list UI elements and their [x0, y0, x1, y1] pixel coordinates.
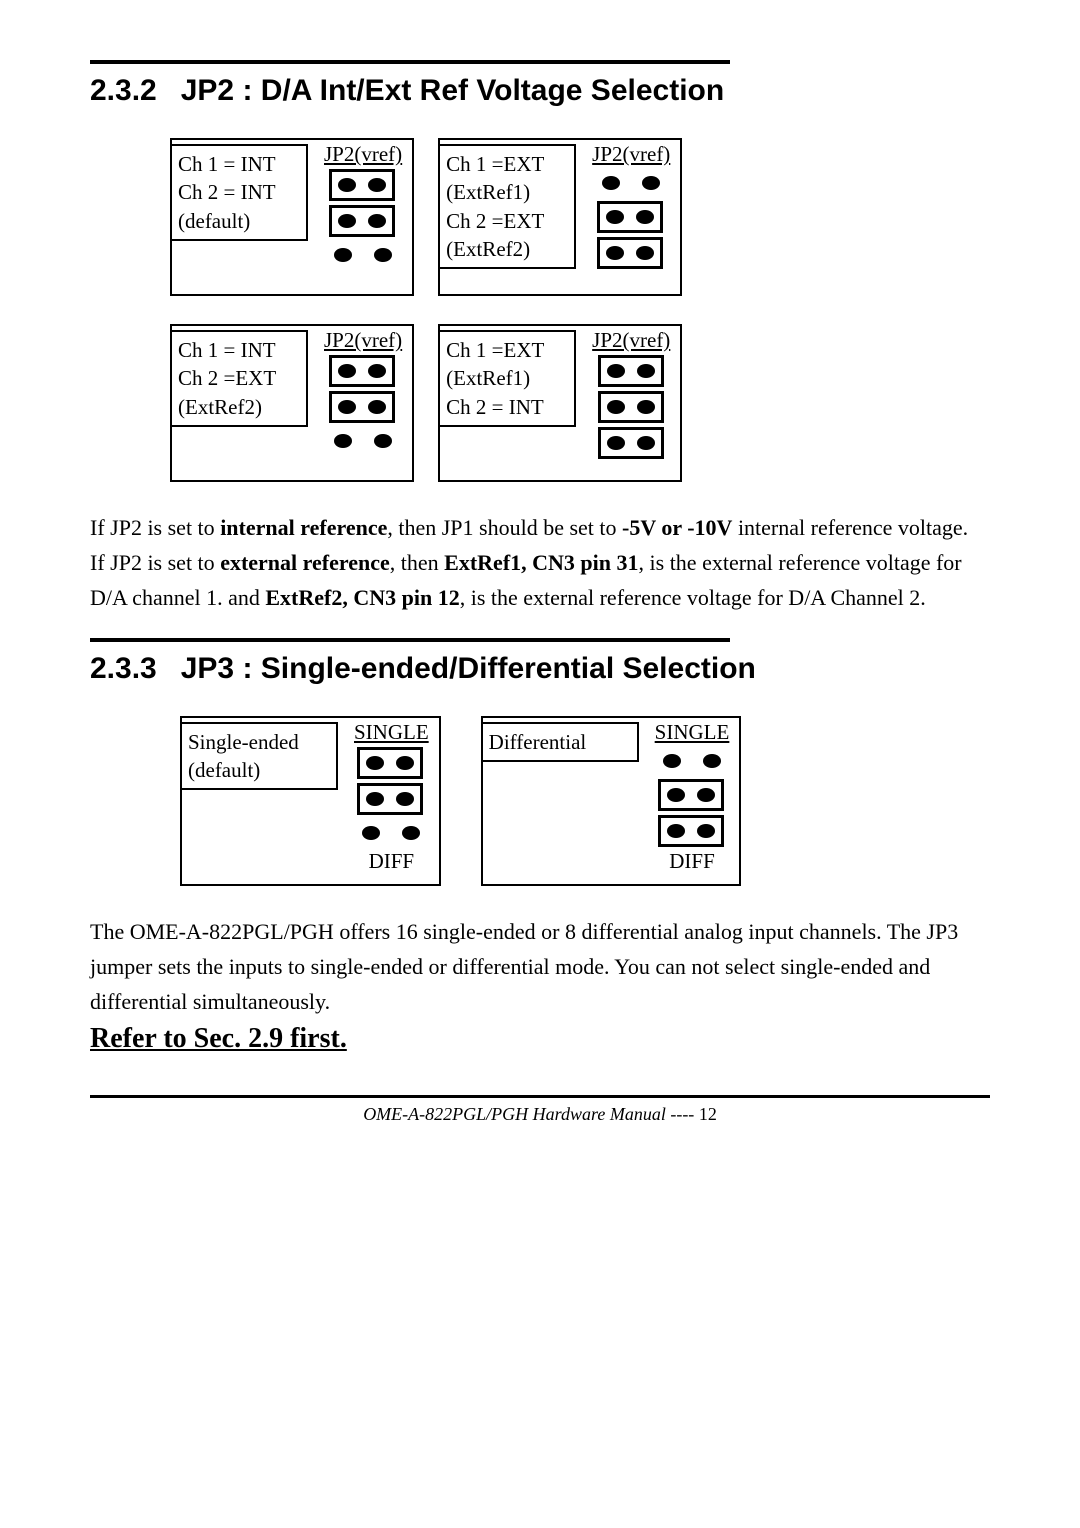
jumper-grid [597, 169, 665, 269]
label-line: Ch 2 =EXT [446, 207, 568, 235]
jumper-label-top: SINGLE [354, 720, 429, 745]
jumper-grid [329, 355, 397, 455]
label-line: (default) [188, 756, 330, 784]
jumper-label-top: SINGLE [655, 720, 730, 745]
jp2-row-2: Ch 1 = INT Ch 2 =EXT (ExtRef2) JP2(vref)… [170, 324, 990, 482]
jp3-description: The OME-A-822PGL/PGH offers 16 single-en… [90, 914, 990, 1020]
text-bold: ExtRef2, CN3 pin 12 [265, 585, 459, 610]
label-line: (ExtRef2) [446, 235, 568, 263]
jumper-diagram: SINGLE DIFF [354, 724, 429, 874]
panel-label: Differential [481, 722, 639, 762]
panel-label: Ch 1 = INT Ch 2 =EXT (ExtRef2) [170, 330, 308, 427]
jp2-row-1: Ch 1 = INT Ch 2 = INT (default) JP2(vref… [170, 138, 990, 296]
heading-number: 2.3.2 [90, 74, 157, 107]
label-line: (default) [178, 207, 300, 235]
heading-title: JP2 : D/A Int/Ext Ref Voltage Selection [181, 74, 724, 107]
label-line: Differential [489, 728, 631, 756]
label-line: Ch 1 = INT [178, 336, 300, 364]
jp2-panel-ext-int: Ch 1 =EXT (ExtRef1) Ch 2 = INT JP2(vref) [438, 324, 682, 482]
jp3-panel-diff: Differential SINGLE DIFF [481, 716, 742, 886]
panel-label: Ch 1 =EXT (ExtRef1) Ch 2 =EXT (ExtRef2) [438, 144, 576, 269]
heading-232: 2.3.2 JP2 : D/A Int/Ext Ref Voltage Selec… [90, 74, 990, 108]
jp3-row: Single-ended (default) SINGLE DIFF Diffe… [180, 716, 990, 886]
section-rule [90, 60, 730, 64]
text-bold: ExtRef1, CN3 pin 31 [444, 550, 638, 575]
jumper-label-bottom: DIFF [369, 849, 415, 874]
jp2-description: If JP2 is set to internal reference, the… [90, 510, 990, 616]
label-line: (ExtRef1) [446, 178, 568, 206]
text: internal reference voltage. [732, 515, 968, 540]
jumper-diagram: JP2(vref) [592, 146, 670, 269]
heading-233: 2.3.3 JP3 : Single-ended/Differential Sel… [90, 652, 990, 686]
text: , then JP1 should be set to [387, 515, 622, 540]
footer-doc-title: OME-A-822PGL/PGH Hardware Manual [363, 1104, 666, 1124]
text: If JP2 is set to [90, 515, 220, 540]
panel-label: Single-ended (default) [180, 722, 338, 791]
jumper-label: JP2(vref) [592, 328, 670, 353]
text-bold: -5V or -10V [622, 515, 732, 540]
manual-page: 2.3.2 JP2 : D/A Int/Ext Ref Voltage Selec… [0, 0, 1080, 1528]
label-line: Ch 1 =EXT [446, 150, 568, 178]
jp2-panel-int-ext: Ch 1 = INT Ch 2 =EXT (ExtRef2) JP2(vref) [170, 324, 414, 482]
text: If JP2 is set to [90, 550, 220, 575]
section-rule [90, 638, 730, 642]
heading-number: 2.3.3 [90, 652, 157, 685]
jumper-label: JP2(vref) [324, 328, 402, 353]
jumper-diagram: SINGLE DIFF [655, 724, 730, 874]
label-line: (ExtRef2) [178, 393, 300, 421]
panel-label: Ch 1 =EXT (ExtRef1) Ch 2 = INT [438, 330, 576, 427]
text: , then [390, 550, 444, 575]
label-line: (ExtRef1) [446, 364, 568, 392]
label-line: Ch 1 = INT [178, 150, 300, 178]
jumper-diagram: JP2(vref) [592, 332, 670, 459]
jp2-panel-ext-ext: Ch 1 =EXT (ExtRef1) Ch 2 =EXT (ExtRef2) … [438, 138, 682, 296]
label-line: Single-ended [188, 728, 330, 756]
jp2-panel-int-int: Ch 1 = INT Ch 2 = INT (default) JP2(vref… [170, 138, 414, 296]
refer-link: Refer to Sec. 2.9 first. [90, 1023, 990, 1055]
footer-sep: ---- [666, 1104, 699, 1124]
jumper-grid [329, 169, 397, 269]
label-line: Ch 1 =EXT [446, 336, 568, 364]
text-bold: external reference [220, 550, 390, 575]
jumper-diagram: JP2(vref) [324, 332, 402, 455]
footer-rule [90, 1095, 990, 1098]
text: , is the external reference voltage for … [460, 585, 926, 610]
jumper-label: JP2(vref) [324, 142, 402, 167]
page-footer: OME-A-822PGL/PGH Hardware Manual ---- 12 [90, 1104, 990, 1125]
footer-page-number: 12 [699, 1104, 717, 1124]
label-line: Ch 2 =EXT [178, 364, 300, 392]
text-bold: internal reference [220, 515, 387, 540]
jumper-grid [658, 747, 726, 847]
panel-label: Ch 1 = INT Ch 2 = INT (default) [170, 144, 308, 241]
jumper-label: JP2(vref) [592, 142, 670, 167]
heading-title: JP3 : Single-ended/Differential Selectio… [181, 652, 756, 685]
jumper-label-bottom: DIFF [669, 849, 715, 874]
jumper-diagram: JP2(vref) [324, 146, 402, 269]
jumper-grid [357, 747, 425, 847]
jp3-panel-single: Single-ended (default) SINGLE DIFF [180, 716, 441, 886]
label-line: Ch 2 = INT [446, 393, 568, 421]
jumper-grid [598, 355, 664, 459]
label-line: Ch 2 = INT [178, 178, 300, 206]
